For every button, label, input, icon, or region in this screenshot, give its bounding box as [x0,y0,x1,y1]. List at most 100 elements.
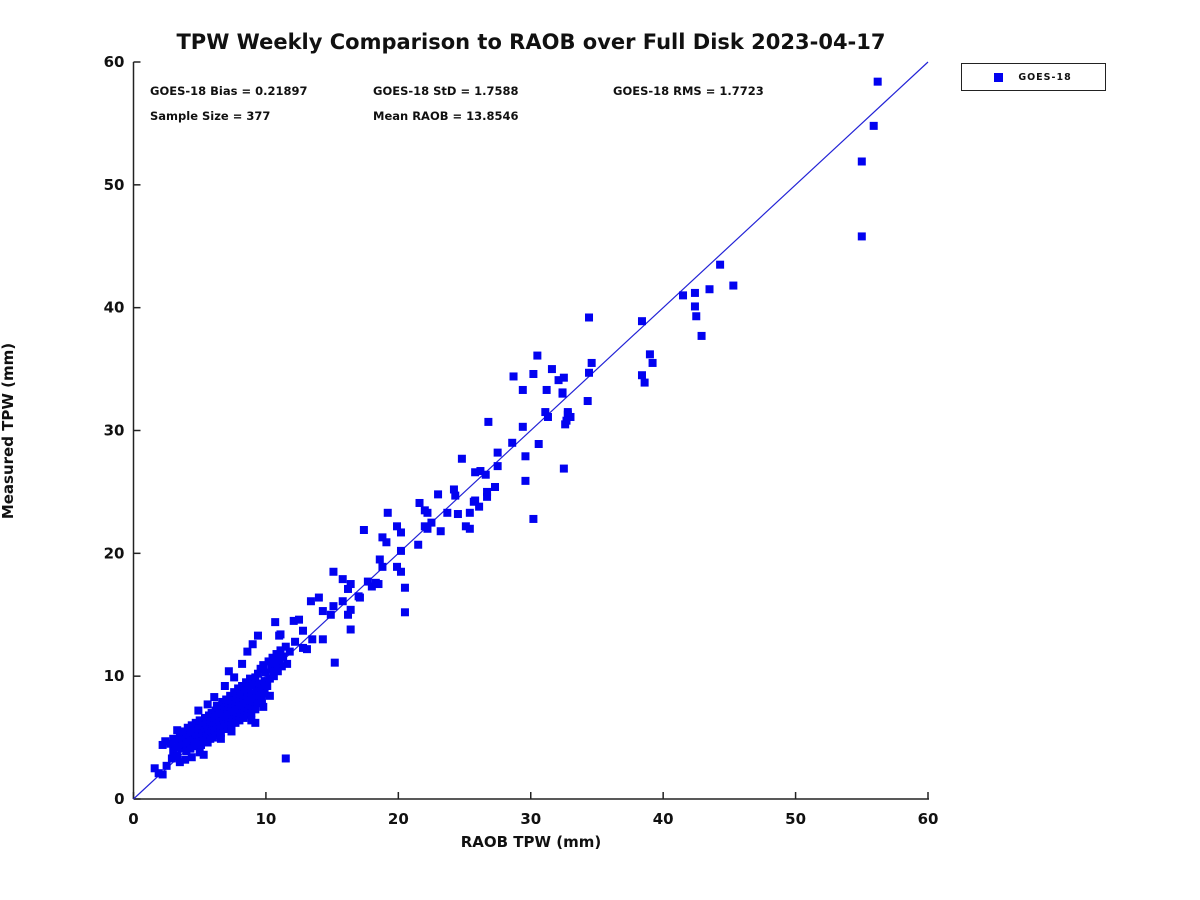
scatter-point [259,661,268,670]
scatter-point [295,615,304,624]
scatter-point [318,607,327,616]
scatter-point [265,691,274,700]
scatter-point [559,464,568,473]
scatter-point [344,584,353,593]
x-tick-label: 0 [128,810,138,828]
scatter-point [158,770,167,779]
scatter-point [338,597,347,606]
scatter-point [534,440,543,449]
scatter-point [346,625,355,634]
scatter-point [162,761,171,770]
scatter-point [306,597,315,606]
scatter-point [518,422,527,431]
scatter-point [873,77,882,86]
scatter-point [583,397,592,406]
scatter-point [277,662,286,671]
y-tick-label: 10 [104,667,125,685]
scatter-point [490,483,499,492]
scatter-point [281,642,290,651]
scatter-point [210,693,219,702]
scatter-point [475,502,484,511]
scatter-point [359,525,368,534]
scatter-point [249,694,258,703]
scatter-point [729,281,738,290]
scatter-point [187,753,196,762]
scatter-point [461,522,470,531]
scatter-point [396,546,405,555]
scatter-point [414,540,423,549]
x-axis-label: RAOB TPW (mm) [460,833,602,851]
y-tick-label: 40 [104,299,125,317]
scatter-point [393,562,402,571]
y-tick-label: 60 [104,53,125,71]
scatter-point [189,727,198,736]
scatter-point [248,680,257,689]
scatter-point [167,754,176,763]
scatter-point [275,656,284,665]
scatter-point [318,635,327,644]
scatter-point [283,659,292,668]
scatter-point [255,679,264,688]
y-tick-label: 20 [104,544,125,562]
scatter-point [346,580,355,589]
scatter-point [716,260,725,269]
scatter-point [260,677,269,686]
scatter-point [276,630,285,639]
scatter-point [509,372,518,381]
scatter-point [216,734,225,743]
scatter-point [329,602,338,611]
scatter-point [449,485,458,494]
scatter-point [541,408,550,417]
scatter-point [465,508,474,517]
scatter-point [308,635,317,644]
scatter-point [529,514,538,523]
scatter-point [281,754,290,763]
scatter-point [271,618,280,627]
scatter-point [443,508,452,517]
scatter-point [521,476,530,485]
scatter-point [637,371,646,380]
scatter-point [224,667,233,676]
scatter-point [396,528,405,537]
scatter-point [645,350,654,359]
scatter-point [259,702,268,711]
scatter-point [529,369,538,378]
legend-box: GOES-18 [961,63,1106,91]
scatter-point [427,518,436,527]
y-tick-label: 50 [104,176,125,194]
scatter-point [436,527,445,536]
scatter-point [199,750,208,759]
scatter-point [267,664,276,673]
scatter-point [400,583,409,592]
scatter-point [705,285,714,294]
scatter-point [355,593,364,602]
scatter-point [314,593,323,602]
y-axis-label: Measured TPW (mm) [0,342,17,520]
scatter-point [518,385,527,394]
scatter-point [211,731,220,740]
stat-std: GOES-18 StD = 1.7588 [373,84,519,98]
scatter-point [298,626,307,635]
scatter-point [298,643,307,652]
scatter-point [166,739,175,748]
scatter-point [272,650,281,659]
scatter-point [269,672,278,681]
scatter-point [252,686,261,695]
scatter-point [640,378,649,387]
scatter-point [374,580,383,589]
scatter-point [289,616,298,625]
scatter-point [521,452,530,461]
scatter-point [690,288,699,297]
scatter-point [248,640,257,649]
scatter-point [150,764,159,773]
scatter-point [251,705,260,714]
scatter-point [285,647,294,656]
scatter-point [493,462,502,471]
scatter-point [857,232,866,241]
scatter-point [547,365,556,374]
scatter-point [697,331,706,340]
scatter-point [453,510,462,519]
scatter-point [585,313,594,322]
